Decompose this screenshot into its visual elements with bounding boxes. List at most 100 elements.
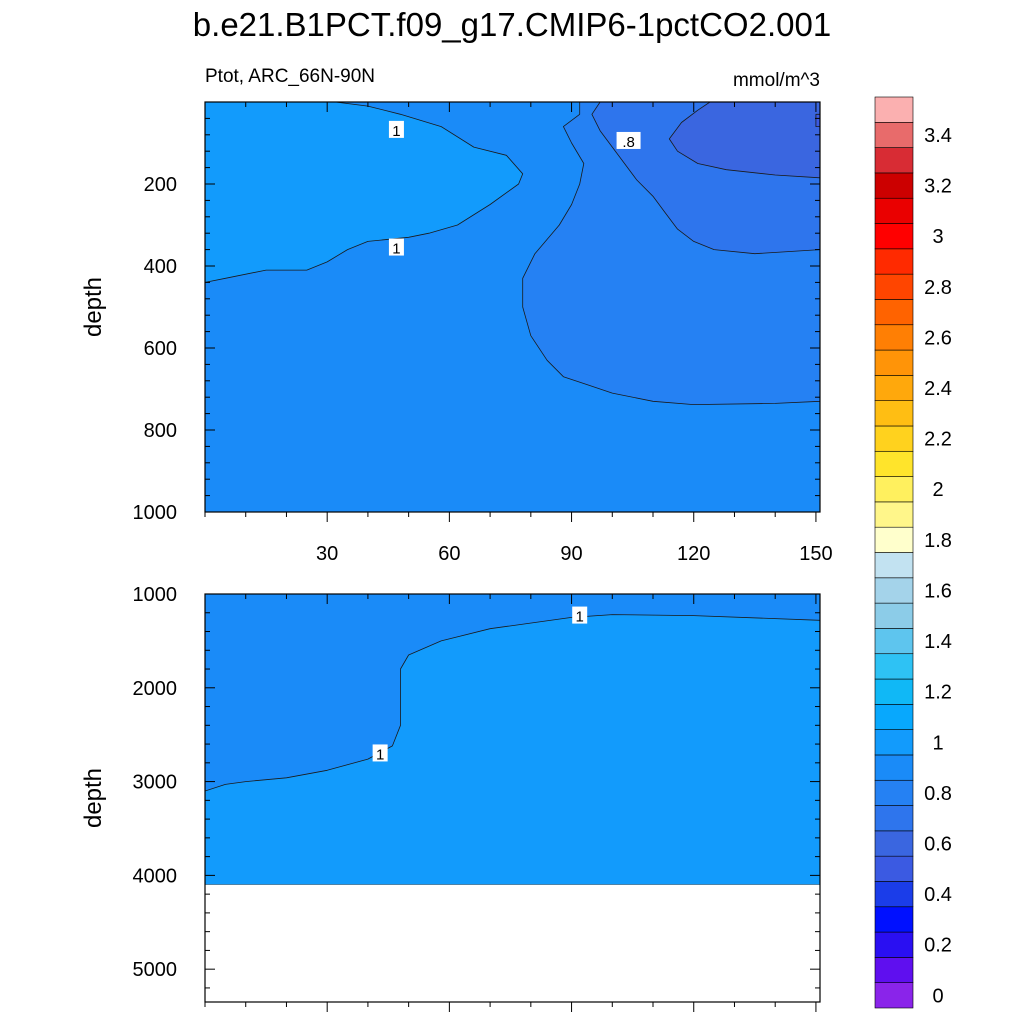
upper-x-tick-label-4: 150 — [799, 543, 832, 565]
colorbar-box-33 — [874, 147, 914, 174]
units-label: mmol/m^3 — [733, 70, 820, 91]
colorbar-label-5: 1 — [932, 732, 943, 754]
colorbar-label-0: 0 — [932, 985, 943, 1007]
upper-x-tick-label-1: 60 — [438, 543, 460, 565]
colorbar-box-2 — [874, 931, 914, 958]
colorbar-box-34 — [874, 122, 914, 148]
colorbar-label-3: 0.6 — [924, 834, 952, 856]
colorbar-box-28 — [874, 273, 914, 300]
svg-text:1: 1 — [392, 123, 400, 140]
lower-x-axis — [204, 594, 817, 1012]
svg-text:.8: .8 — [622, 134, 635, 151]
upper-contour-region-3 — [668, 102, 820, 179]
lower-contour-label-1: 1 — [372, 744, 388, 763]
colorbar-box-5 — [874, 855, 914, 882]
colorbar-box-13 — [874, 653, 914, 680]
upper-x-tick-label-3: 120 — [677, 543, 710, 565]
colorbar-box-20 — [874, 476, 914, 503]
upper-contour-label-2: .8 — [616, 131, 641, 151]
colorbar-box-26 — [874, 324, 914, 351]
upper-y-axis-label: depth — [80, 277, 107, 337]
colorbar-label-6: 1.2 — [924, 682, 952, 704]
colorbar-box-35 — [874, 96, 914, 123]
colorbar-box-14 — [874, 628, 914, 655]
colorbar-label-12: 2.4 — [924, 378, 952, 400]
upper-y-tick-label-3: 800 — [144, 420, 177, 442]
colorbar-box-18 — [874, 526, 914, 553]
upper-y-tick-label-0: 200 — [144, 174, 177, 196]
colorbar-box-19 — [874, 501, 914, 528]
lower-frame — [204, 593, 821, 1003]
upper-contour-region-0 — [205, 102, 524, 283]
colorbar-label-1: 0.2 — [924, 935, 952, 957]
lower-y-tick-label-1: 2000 — [133, 678, 178, 700]
colorbar-box-25 — [874, 349, 914, 376]
colorbar-box-9 — [874, 754, 914, 781]
upper-contour-label-0: 1 — [388, 120, 404, 140]
colorbar-box-32 — [874, 172, 914, 199]
colorbar-label-17: 3.4 — [924, 125, 952, 147]
colorbar-label-4: 0.8 — [924, 783, 952, 805]
svg-text:1: 1 — [392, 241, 400, 258]
colorbar-box-3 — [874, 906, 914, 933]
upper-contour-label-1: 1 — [388, 238, 404, 258]
colorbar-label-16: 3.2 — [924, 176, 952, 198]
colorbar-box-16 — [874, 577, 914, 604]
colorbar-label-14: 2.8 — [924, 277, 952, 299]
colorbar-label-15: 3 — [932, 226, 943, 248]
colorbar-label-7: 1.4 — [924, 631, 952, 653]
colorbar-box-0 — [874, 982, 914, 1009]
colorbar: 0 0.2 0.4 0.6 0.8 1 1.2 1.4 1.6 1.8 2 2.2 2.4 2.6 2.8 3… — [874, 96, 952, 1009]
colorbar-box-23 — [874, 400, 914, 427]
upper-frame — [204, 101, 821, 513]
colorbar-label-2: 0.4 — [924, 884, 952, 906]
lower-y-tick-label-0: 1000 — [133, 584, 178, 606]
chart-title: b.e21.B1PCT.f09_g17.CMIP6-1pctCO2.001 — [193, 6, 831, 43]
colorbar-box-7 — [874, 805, 914, 832]
colorbar-box-24 — [874, 375, 914, 401]
upper-x-tick-label-2: 90 — [560, 543, 582, 565]
upper-plot-area: 11.8 — [205, 102, 820, 512]
colorbar-label-10: 2 — [932, 479, 943, 501]
colorbar-label-9: 1.8 — [924, 530, 952, 552]
colorbar-label-11: 2.2 — [924, 429, 952, 451]
colorbar-label-13: 2.6 — [924, 327, 952, 349]
colorbar-box-27 — [874, 299, 914, 326]
colorbar-box-15 — [874, 602, 914, 629]
lower-y-axis: 1000 2000 3000 4000 5000 — [133, 584, 820, 989]
upper-y-tick-label-2: 600 — [144, 338, 177, 360]
lower-contour-label-0: 1 — [572, 606, 588, 626]
lower-y-tick-label-4: 5000 — [133, 959, 178, 981]
lower-y-tick-label-3: 4000 — [133, 865, 178, 887]
upper-y-tick-label-1: 400 — [144, 256, 177, 278]
colorbar-box-30 — [874, 223, 914, 250]
lower-missing-area — [205, 884, 820, 1002]
svg-text:1: 1 — [576, 609, 584, 626]
colorbar-box-10 — [874, 729, 914, 756]
colorbar-box-29 — [874, 248, 914, 275]
left-string: Ptot, ARC_66N-90N — [205, 66, 375, 87]
colorbar-box-12 — [874, 678, 914, 705]
upper-x-tick-label-0: 30 — [316, 543, 338, 565]
lower-plot-area: 11 — [205, 594, 820, 1002]
lower-y-tick-label-2: 3000 — [133, 772, 178, 794]
colorbar-label-8: 1.6 — [924, 580, 952, 602]
colorbar-box-8 — [874, 779, 914, 806]
colorbar-box-31 — [874, 197, 914, 224]
colorbar-box-17 — [874, 552, 914, 579]
upper-x-axis: 30 60 90 120 150 — [204, 102, 833, 565]
colorbar-box-6 — [874, 830, 914, 857]
colorbar-box-11 — [874, 704, 914, 730]
colorbar-box-1 — [874, 957, 914, 983]
colorbar-box-4 — [874, 881, 914, 908]
lower-y-axis-label: depth — [80, 768, 107, 828]
colorbar-box-21 — [874, 450, 914, 477]
lower-contour-region-0 — [205, 614, 820, 886]
svg-text:1: 1 — [376, 746, 384, 763]
upper-y-tick-label-4: 1000 — [133, 502, 178, 524]
upper-y-axis: 200 400 600 800 1000 — [133, 101, 820, 524]
